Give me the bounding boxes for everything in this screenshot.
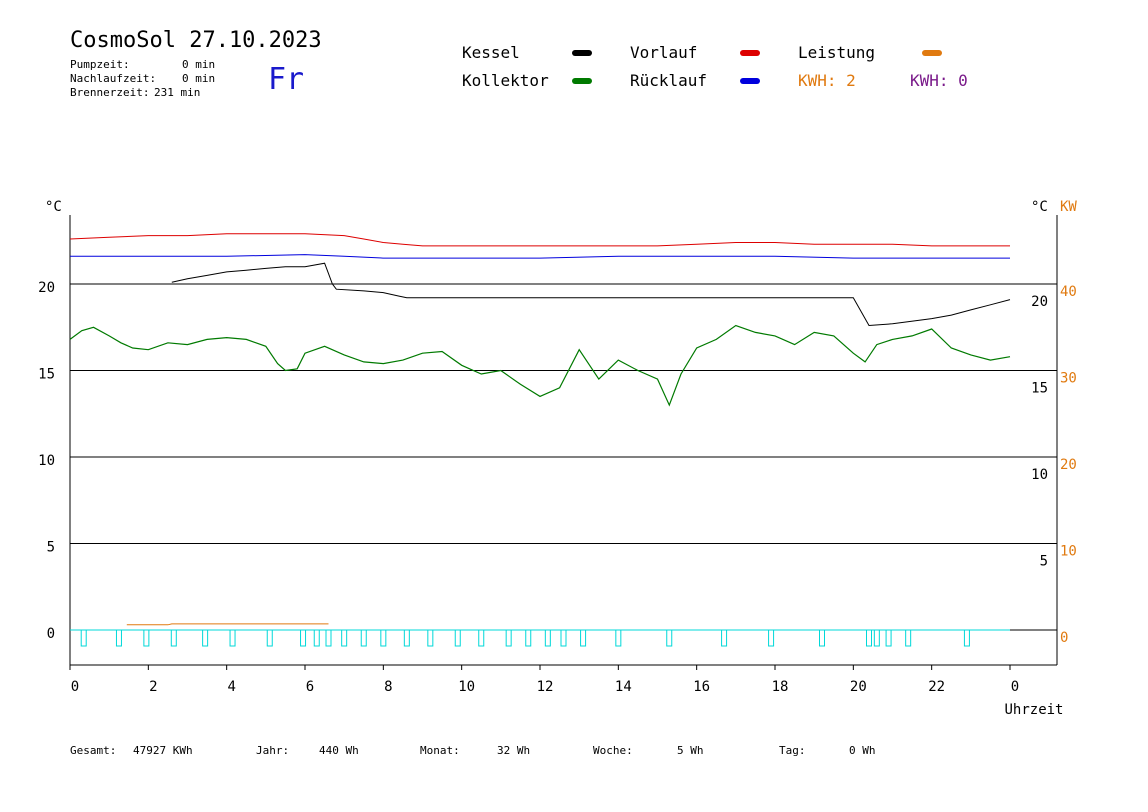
y-tick-label-kw: 10 [1060, 544, 1077, 560]
pump-pulse [325, 629, 332, 647]
x-tick-label: 8 [384, 679, 392, 695]
x-tick-label: 10 [458, 679, 475, 695]
pump-pulse [143, 629, 150, 647]
pump-pulse [666, 629, 673, 647]
legend-vorlauf-swatch [740, 50, 760, 56]
x-tick-label: 16 [693, 679, 710, 695]
pump-pulse [905, 629, 912, 647]
stat-nachlaufzeit-value: 0 min [182, 72, 216, 85]
series-line-kollektor [69, 324, 1011, 407]
x-tick-label: 0 [71, 679, 79, 695]
stat-pumpzeit-label: Pumpzeit: [70, 58, 130, 71]
footer-gesamt-label: Gesamt: [70, 744, 117, 757]
page-title: CosmoSol 27.10.2023 [70, 28, 322, 53]
x-tick-label: 4 [227, 679, 235, 695]
x-tick-label: 6 [306, 679, 314, 695]
pump-pulse [560, 629, 567, 647]
footer-jahr-label: Jahr: [256, 744, 290, 757]
x-tick-label: 22 [928, 679, 945, 695]
x-tick-label: 2 [149, 679, 157, 695]
legend-kollektor-label: Kollektor [462, 71, 549, 90]
legend-kwh-2: KWH: 0 [910, 71, 968, 90]
pump-pulse [873, 629, 880, 647]
pump-pulse [266, 629, 273, 647]
pump-pulse [454, 629, 461, 647]
footer-tag-value: 0 Wh [849, 744, 876, 757]
x-tick-label: 12 [537, 679, 554, 695]
pump-pulse [819, 629, 825, 647]
pump-pulse [341, 629, 348, 647]
pump-pulse [229, 629, 236, 647]
x-axis-label: Uhrzeit [1004, 702, 1063, 718]
pump-pulse [721, 629, 728, 647]
series-line-leistung [126, 623, 329, 626]
series-line-vorlauf [69, 233, 1010, 247]
stat-brennerzeit-label: Brennerzeit: [70, 86, 150, 99]
y-tick-label-right: 10 [1031, 467, 1048, 483]
footer-tag-label: Tag: [779, 744, 806, 757]
pump-pulse [963, 629, 970, 647]
pump-pulse [80, 629, 87, 647]
series-line-ruecklauf [70, 254, 1010, 259]
y-tick-label-left: 20 [38, 280, 55, 296]
y-tick-label-right: 15 [1031, 381, 1048, 397]
footer-monat-label: Monat: [420, 744, 460, 757]
y-tick-label-left: 10 [38, 453, 55, 469]
footer-gesamt-value: 47927 KWh [133, 744, 193, 757]
pump-pulse [380, 629, 387, 647]
stat-brennerzeit-value: 231 min [154, 86, 201, 99]
pump-pulse [885, 629, 892, 647]
y-tick-label-right: 5 [1040, 554, 1048, 570]
y-tick-label-left: 0 [47, 626, 55, 642]
x-tick-label: 18 [772, 679, 789, 695]
stat-pumpzeit-value: 0 min [182, 58, 216, 71]
pump-pulse [403, 629, 410, 647]
y-tick-label-kw: 30 [1060, 371, 1077, 387]
legend-kollektor-swatch [572, 78, 592, 84]
series-line-kessel [171, 262, 1011, 327]
y-axis-unit-left: °C [45, 199, 62, 215]
pump-pulse [202, 629, 209, 647]
y-axis-unit-right: °C [1031, 199, 1048, 215]
legend-ruecklauf-label: Rücklauf [630, 71, 708, 90]
footer-monat-value: 32 Wh [497, 744, 531, 757]
stat-nachlaufzeit-label: Nachlaufzeit: [70, 72, 157, 85]
pump-pulse [360, 629, 367, 647]
pump-pulse [300, 629, 307, 647]
y-tick-label-left: 5 [47, 540, 55, 556]
pump-pulse [615, 629, 622, 647]
legend-leistung-swatch [922, 50, 942, 56]
weekday-label: Fr [268, 62, 305, 97]
footer-jahr-value: 440 Wh [319, 744, 359, 757]
x-tick-label: 20 [850, 679, 867, 695]
footer-woche-label: Woche: [593, 744, 633, 757]
pump-pulse [170, 629, 177, 647]
legend-leistung-label: Leistung [798, 43, 876, 62]
legend-ruecklauf-swatch [740, 78, 760, 84]
footer-woche-value: 5 Wh [677, 744, 704, 757]
y-axis-unit-kw: KW [1060, 199, 1077, 215]
pump-pulse [580, 629, 587, 647]
y-tick-label-kw: 0 [1060, 630, 1068, 646]
pump-pulse [505, 629, 512, 647]
y-tick-label-left: 15 [38, 367, 55, 383]
y-tick-label-kw: 40 [1060, 284, 1077, 300]
legend-kwh-1: KWH: 2 [798, 71, 856, 90]
y-tick-label-right: 20 [1031, 294, 1048, 310]
legend-vorlauf-label: Vorlauf [630, 43, 698, 62]
x-tick-label: 0 [1011, 679, 1019, 695]
x-tick-label: 14 [615, 679, 632, 695]
pump-pulse [768, 629, 775, 647]
pump-pulse [544, 629, 551, 647]
pump-pulse [478, 629, 485, 647]
y-tick-label-kw: 20 [1060, 457, 1077, 473]
pump-pulse [313, 629, 320, 647]
pump-pulse [427, 629, 434, 647]
pump-pulse [525, 629, 532, 647]
legend-kessel-label: Kessel [462, 43, 520, 62]
pump-pulse [866, 629, 872, 647]
pump-pulse [115, 629, 122, 647]
legend-kessel-swatch [572, 50, 592, 56]
